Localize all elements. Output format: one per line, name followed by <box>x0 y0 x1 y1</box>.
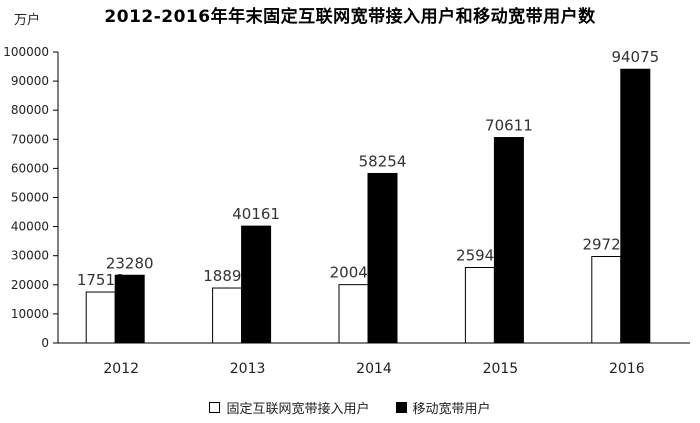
legend-swatch-fixed <box>209 402 221 413</box>
data-label-fixed: 18891 <box>203 267 251 285</box>
data-label-mobile: 23280 <box>106 254 154 272</box>
legend-swatch-mobile <box>395 402 407 413</box>
data-label-mobile: 70611 <box>485 117 533 135</box>
bar-fixed <box>464 266 495 344</box>
bar-mobile <box>114 274 145 344</box>
legend-item-mobile: 移动宽带用户 <box>395 398 491 417</box>
y-tick-label: 60000 <box>11 161 49 175</box>
y-tick-label: 0 <box>41 336 49 350</box>
bar-fixed <box>338 284 369 344</box>
x-tick-label: 2015 <box>483 361 519 377</box>
x-tick-label: 2013 <box>230 361 266 377</box>
data-label-mobile: 94075 <box>611 48 659 66</box>
bar-mobile <box>493 137 524 344</box>
bar-fixed <box>212 287 243 344</box>
y-tick-label: 100000 <box>3 45 49 59</box>
y-tick-label: 40000 <box>11 220 49 234</box>
legend-label-mobile: 移动宽带用户 <box>412 402 491 417</box>
data-label-fixed: 25947 <box>456 246 504 264</box>
legend-item-fixed: 固定互联网宽带接入用户 <box>209 398 370 417</box>
legend-label-fixed: 固定互联网宽带接入用户 <box>226 402 370 417</box>
y-tick-label: 80000 <box>11 103 49 117</box>
y-tick-label: 70000 <box>11 132 49 146</box>
x-tick-label: 2012 <box>103 361 139 377</box>
y-tick-label: 20000 <box>11 278 49 292</box>
bar-mobile <box>367 172 398 344</box>
bar-mobile <box>241 225 272 344</box>
y-axis-label: 万户 <box>14 12 40 28</box>
data-label-fixed: 17518 <box>77 271 125 289</box>
data-label-fixed: 29721 <box>582 236 630 254</box>
y-tick-label: 90000 <box>11 74 49 88</box>
legend: 固定互联网宽带接入用户 移动宽带用户 <box>0 398 700 417</box>
bar-fixed <box>85 291 116 344</box>
y-tick-label: 30000 <box>11 249 49 263</box>
chart-title: 2012-2016年年末固定互联网宽带接入用户和移动宽带用户数 <box>104 7 596 27</box>
y-tick-label: 50000 <box>11 191 49 205</box>
x-tick-label: 2016 <box>609 361 645 377</box>
data-label-mobile: 40161 <box>232 205 280 223</box>
y-tick-label: 10000 <box>11 307 49 321</box>
x-tick-label: 2014 <box>356 361 392 377</box>
bar-fixed <box>591 256 622 344</box>
data-label-fixed: 20048 <box>330 264 378 282</box>
bar-mobile <box>620 68 651 344</box>
data-label-mobile: 58254 <box>359 152 407 170</box>
